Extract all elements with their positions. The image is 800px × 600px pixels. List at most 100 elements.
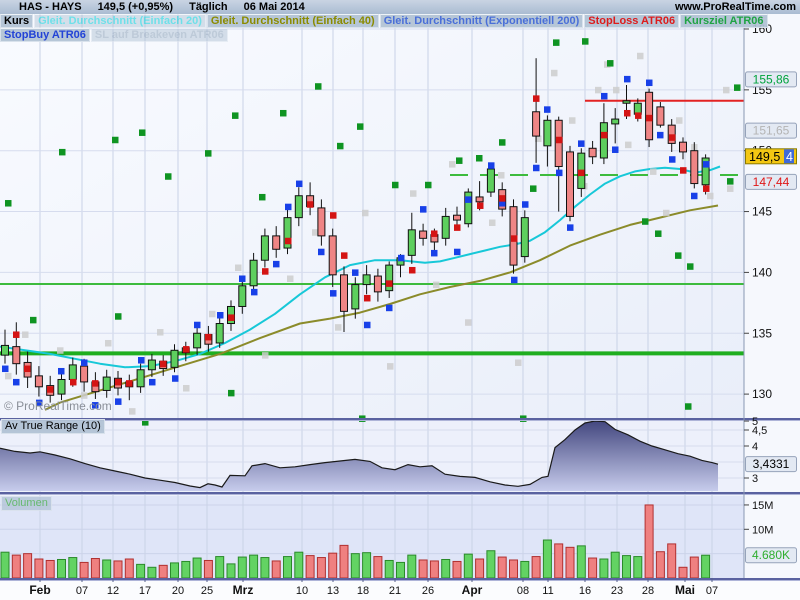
stoploss-marker [511,235,518,242]
kursziel-level-box [745,71,797,88]
volume-panel-label[interactable]: Volumen [1,496,52,511]
volume-bar-up [542,539,552,579]
target-marker [476,155,483,162]
target-marker [642,218,649,225]
candle-down [317,207,326,237]
target-marker [259,193,266,201]
stopbuy-marker [149,378,156,386]
price-axis-strip[interactable] [744,14,800,578]
candle-down [532,111,541,137]
timeframe-label: Täglich [189,1,228,13]
candle-up [543,119,552,147]
volume-bar-up [237,556,247,579]
date-tick-label: Apr [462,583,483,597]
stopbuy-marker [273,260,280,268]
breakeven-marker [105,339,112,347]
breakeven-marker [449,161,456,168]
candle-down [272,235,281,250]
last-price-text: 149,5 [749,150,780,164]
candle-down [340,274,348,312]
target-marker [392,181,399,189]
volume-bar-up [599,558,609,579]
stoploss-level-box [745,173,797,190]
breakeven-level-text: 151,65 [753,124,790,138]
breakeven-marker [209,310,216,318]
breakeven-marker [262,352,269,359]
volume-bar-up [701,554,711,579]
stopbuy-marker [81,359,88,366]
target-marker [59,148,66,156]
candle-up [57,378,66,395]
target-marker [655,230,662,237]
indicator-label-row1-1[interactable]: Gleit. Durchschnitt (Einfach 20) [34,14,206,28]
stoploss-marker [499,195,506,202]
breakeven-marker [613,86,620,94]
target-marker [30,316,37,324]
indicator-label-row2-1[interactable]: SL auf Breakeven ATR06 [90,28,228,42]
indicator-label-row1-4[interactable]: StopLoss ATR06 [584,14,680,28]
target-marker [675,252,682,259]
volume-bar-up [384,559,394,579]
atr-panel-label[interactable]: Av True Range (10) [1,419,105,434]
stopbuy-marker [544,106,551,113]
stopbuy-marker [2,365,9,373]
stopbuy-marker [703,161,710,168]
breakeven-marker [595,86,602,94]
date-tick-label: 17 [139,585,151,597]
date-axis-strip[interactable] [0,578,800,600]
breakeven-marker [625,141,632,149]
volume-bar-up [249,554,259,579]
breakeven-marker [676,117,683,124]
date-tick-label: 12 [107,585,119,597]
stoploss-marker [533,95,540,102]
target-marker [139,129,146,136]
volume-bar-up [170,562,179,579]
volume-bar-down [23,553,33,579]
breakeven-marker [287,275,294,282]
target-marker [499,139,506,146]
chart-canvas[interactable]: 16015515014514013513054,54315M10M155,861… [0,14,800,600]
stopbuy-marker [612,146,619,153]
breakeven-marker [551,69,558,77]
volume-bar-down [90,558,100,579]
breakeven-marker [489,219,496,227]
indicator-label-row1-0[interactable]: Kurs [0,14,34,28]
volume-bar-up [407,554,417,579]
atr-tick-label: 4 [752,441,758,453]
candle-down [373,275,382,293]
candle-down [566,151,574,217]
volume-bar-up [68,557,78,579]
indicator-label-row1-2[interactable]: Gleit. Durchschnitt (Einfach 40) [206,14,379,28]
indicator-label-row1-5[interactable]: Kursziel ATR06 [680,14,768,28]
candle-down [588,147,597,158]
chart-toolbar: HAS - HAYS 149,5 (+0,95%) Täglich 06 Mai… [0,0,800,25]
indicator-label-row2-0[interactable]: StopBuy ATR06 [0,28,90,42]
breakeven-marker [157,329,164,336]
main-price-pane[interactable] [0,14,744,418]
stopbuy-marker [318,248,325,256]
indicator-label-row1-3[interactable]: Gleit. Durchschnitt (Exponentiell 200) [379,14,584,28]
price-tick-label: 135 [752,326,772,340]
target-marker [232,112,239,119]
volume-bar-down [418,559,428,579]
candle-down [554,119,563,168]
stopbuy-marker [533,164,540,172]
volume-bar-up [441,558,451,579]
candle-up [136,369,145,388]
brand-link[interactable]: www.ProRealTime.com [674,1,796,13]
stopbuy-marker [431,249,438,257]
volume-bar-up [486,550,496,579]
candle-up [170,349,179,368]
atr-outline [0,420,719,489]
breakeven-marker [183,385,190,392]
atr-tick-label: 4,5 [752,425,767,437]
stoploss-marker [669,134,676,141]
volume-bar-down [497,556,507,579]
volume-bar-down [678,566,688,579]
last-quote: 149,5 (+0,95%) [97,1,174,13]
date-tick-label: Feb [29,583,50,597]
candle-up [193,332,202,349]
target-marker [607,60,614,67]
target-marker [727,178,734,185]
volume-pane[interactable] [0,496,744,578]
